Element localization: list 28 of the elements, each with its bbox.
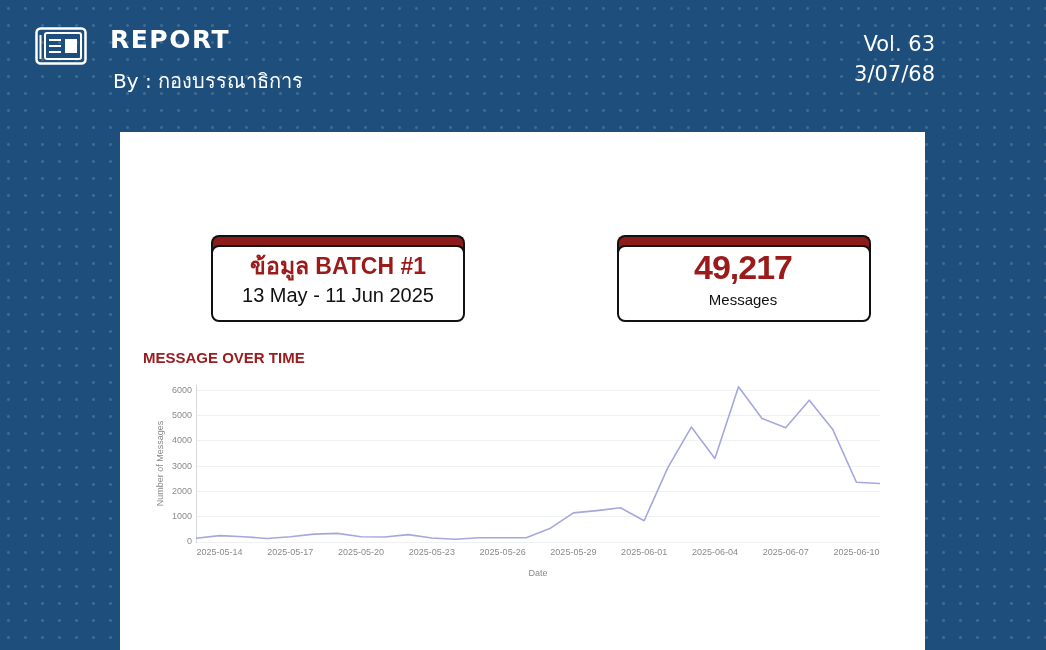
y-tick-label: 4000 <box>171 435 192 446</box>
y-tick-label: 2000 <box>171 485 192 496</box>
x-tick-label: 2025-06-10 <box>833 546 880 557</box>
x-tick-label: 2025-05-20 <box>338 546 385 557</box>
y-tick-label: 6000 <box>171 384 192 395</box>
x-tick-label: 2025-06-04 <box>691 546 738 557</box>
y-tick-label: 5000 <box>171 409 192 420</box>
x-tick-label: 2025-05-17 <box>267 546 314 557</box>
y-axis-title: Number of Messages <box>154 420 165 507</box>
x-tick-label: 2025-06-01 <box>621 546 668 557</box>
x-tick-label: 2025-05-29 <box>550 546 597 557</box>
x-tick-label: 2025-05-23 <box>408 546 455 557</box>
text: Vol. 63 <box>863 32 935 57</box>
y-tick-label: 1000 <box>171 511 192 522</box>
x-axis-title: Date <box>528 568 548 579</box>
text: ข้อมูล BATCH #1 <box>249 253 427 280</box>
y-tick-label: 3000 <box>171 460 192 471</box>
y-tick-label: 0 <box>186 536 192 547</box>
x-tick-label: 2025-05-26 <box>479 546 526 557</box>
x-tick-label: 2025-06-07 <box>762 546 809 557</box>
chart-title: MESSAGE OVER TIME <box>143 349 305 367</box>
text: 49,217 <box>694 248 792 288</box>
text: Messages <box>708 291 778 309</box>
text: 13 May - 11 Jun 2025 <box>242 284 434 307</box>
text: 3/07/68 <box>854 62 935 87</box>
text: REPORT <box>110 25 231 55</box>
text: By : กองบรรณาธิการ <box>113 69 304 93</box>
x-tick-label: 2025-05-14 <box>196 546 243 557</box>
